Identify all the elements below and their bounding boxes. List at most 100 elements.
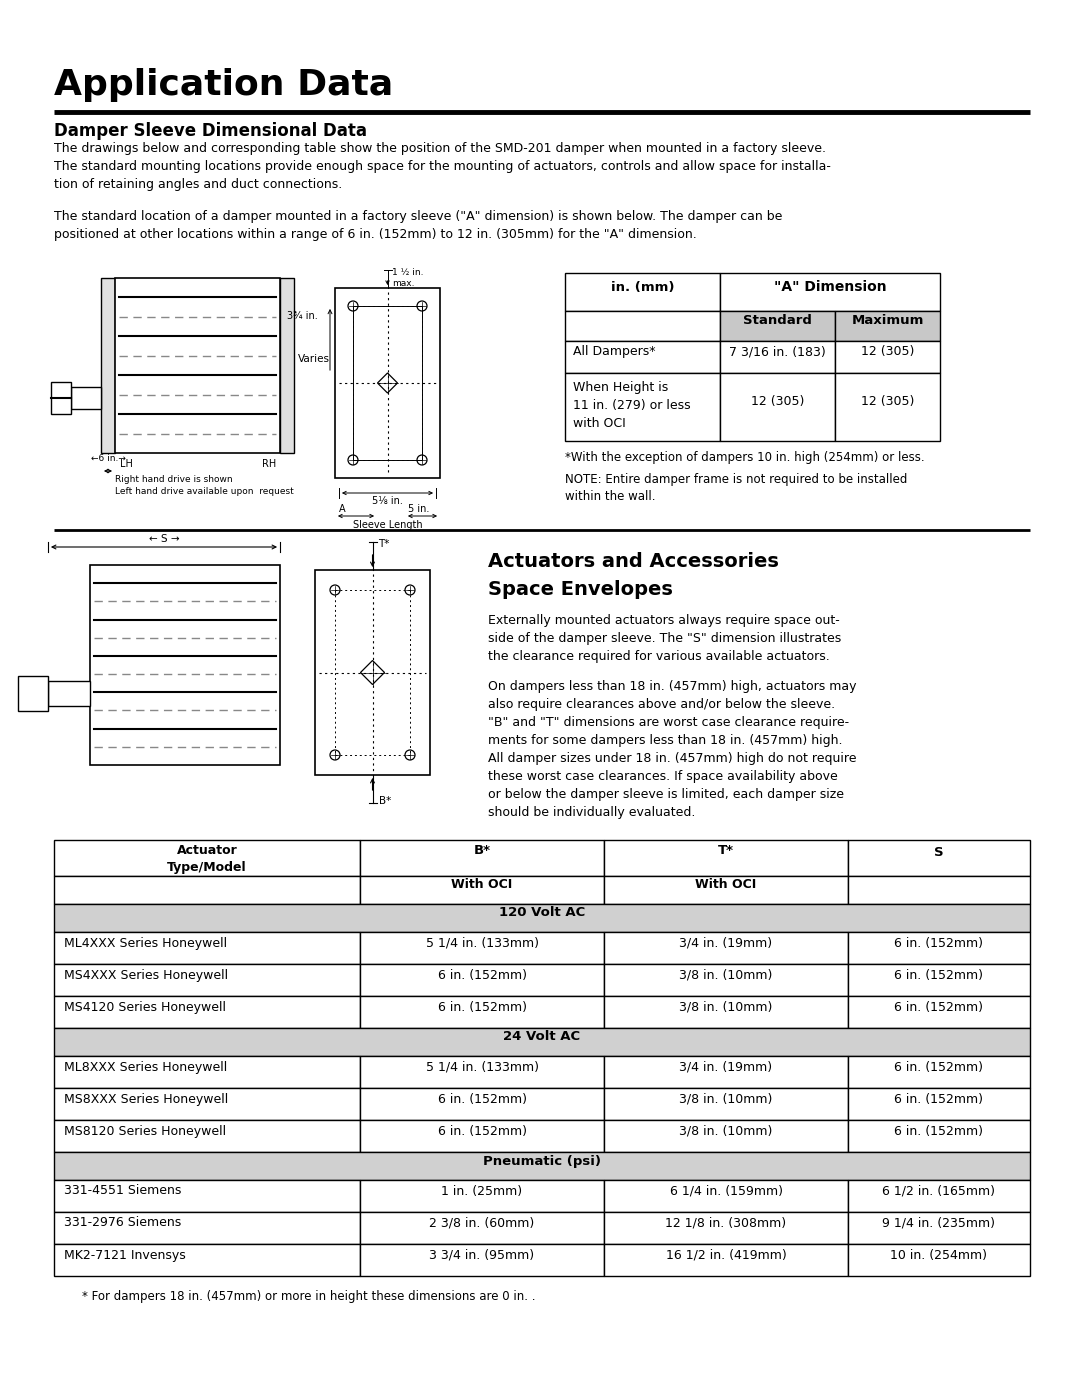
Bar [54, 904, 1030, 932]
Text: 331-4551 Siemens: 331-4551 Siemens [64, 1185, 181, 1197]
Text: Externally mounted actuators always require space out-
side of the damper sleeve: Externally mounted actuators always requ… [488, 615, 841, 664]
Text: 3/8 in. (10mm): 3/8 in. (10mm) [679, 1000, 772, 1013]
Bar [604, 1120, 848, 1153]
Text: 3/4 in. (19mm): 3/4 in. (19mm) [679, 936, 772, 950]
Bar [114, 278, 280, 453]
Text: "A" Dimension: "A" Dimension [773, 279, 887, 293]
Bar [848, 840, 1030, 876]
Bar [835, 312, 940, 341]
Text: in. (mm): in. (mm) [611, 281, 674, 293]
Text: 6 1/4 in. (159mm): 6 1/4 in. (159mm) [670, 1185, 783, 1197]
Bar [360, 1243, 604, 1275]
Bar [848, 1088, 1030, 1120]
Bar [565, 373, 720, 441]
Bar [565, 312, 720, 341]
Bar [54, 1153, 1030, 1180]
Bar [48, 680, 90, 705]
Bar [360, 1120, 604, 1153]
Bar [604, 964, 848, 996]
Text: 6 in. (152mm): 6 in. (152mm) [894, 1000, 984, 1013]
Text: 1 in. (25mm): 1 in. (25mm) [442, 1185, 523, 1197]
Bar [353, 306, 422, 460]
Bar [360, 932, 604, 964]
Text: Left hand drive available upon  request: Left hand drive available upon request [114, 488, 294, 496]
Text: ←6 in.→: ←6 in.→ [91, 454, 125, 462]
Text: 331-2976 Siemens: 331-2976 Siemens [64, 1217, 181, 1229]
Bar [360, 876, 604, 904]
Text: 3 3/4 in. (95mm): 3 3/4 in. (95mm) [430, 1249, 535, 1261]
Bar [360, 996, 604, 1028]
Text: MS8XXX Series Honeywell: MS8XXX Series Honeywell [64, 1092, 228, 1105]
Text: The standard location of a damper mounted in a factory sleeve ("A" dimension) is: The standard location of a damper mounte… [54, 210, 782, 242]
Bar [360, 1088, 604, 1120]
Text: 3/8 in. (10mm): 3/8 in. (10mm) [679, 968, 772, 982]
Text: 3/4 in. (19mm): 3/4 in. (19mm) [679, 1060, 772, 1073]
Bar [54, 1028, 1030, 1056]
Text: * For dampers 18 in. (457mm) or more in height these dimensions are 0 in. .: * For dampers 18 in. (457mm) or more in … [82, 1289, 536, 1303]
Text: On dampers less than 18 in. (457mm) high, actuators may
also require clearances : On dampers less than 18 in. (457mm) high… [488, 680, 856, 819]
Text: 5 1/4 in. (133mm): 5 1/4 in. (133mm) [426, 936, 539, 950]
Bar [835, 373, 940, 441]
Text: 3¾ in.: 3¾ in. [287, 312, 318, 321]
Bar [54, 1243, 360, 1275]
Text: ← S →: ← S → [149, 534, 179, 543]
Bar [848, 1180, 1030, 1213]
Text: 3/8 in. (10mm): 3/8 in. (10mm) [679, 1092, 772, 1105]
Bar [360, 1180, 604, 1213]
Text: MS4XXX Series Honeywell: MS4XXX Series Honeywell [64, 968, 228, 982]
Text: 9 1/4 in. (235mm): 9 1/4 in. (235mm) [882, 1217, 996, 1229]
Bar [720, 341, 835, 373]
Bar [315, 570, 430, 775]
Text: 7 3/16 in. (183): 7 3/16 in. (183) [729, 345, 826, 359]
Text: Maximum: Maximum [851, 314, 923, 327]
Text: 24 Volt AC: 24 Volt AC [503, 1031, 581, 1044]
Text: 6 in. (152mm): 6 in. (152mm) [437, 1092, 527, 1105]
Bar [848, 964, 1030, 996]
Text: Standard: Standard [743, 314, 812, 327]
Text: 6 in. (152mm): 6 in. (152mm) [894, 1125, 984, 1137]
Bar [604, 840, 848, 876]
Text: 10 in. (254mm): 10 in. (254mm) [891, 1249, 987, 1261]
Bar [848, 1120, 1030, 1153]
Text: 5 1/4 in. (133mm): 5 1/4 in. (133mm) [426, 1060, 539, 1073]
Text: *With the exception of dampers 10 in. high (254mm) or less.: *With the exception of dampers 10 in. hi… [565, 451, 924, 464]
Text: Actuators and Accessories: Actuators and Accessories [488, 552, 779, 571]
Text: 6 in. (152mm): 6 in. (152mm) [437, 1125, 527, 1137]
Bar [54, 932, 360, 964]
Text: 6 in. (152mm): 6 in. (152mm) [894, 1060, 984, 1073]
Bar [360, 964, 604, 996]
Text: 1 ½ in.
max.: 1 ½ in. max. [392, 268, 424, 288]
Bar [54, 840, 360, 876]
Bar [54, 996, 360, 1028]
Bar [604, 1180, 848, 1213]
Text: Space Envelopes: Space Envelopes [488, 580, 673, 599]
Text: 2 3/8 in. (60mm): 2 3/8 in. (60mm) [430, 1217, 535, 1229]
Text: 120 Volt AC: 120 Volt AC [499, 907, 585, 919]
Bar [54, 1088, 360, 1120]
Bar [54, 1213, 360, 1243]
Text: 12 (305): 12 (305) [861, 395, 914, 408]
Bar [848, 1213, 1030, 1243]
Bar [835, 341, 940, 373]
Text: 12 (305): 12 (305) [751, 395, 805, 408]
Text: 6 1/2 in. (165mm): 6 1/2 in. (165mm) [882, 1185, 996, 1197]
Text: 5 in.: 5 in. [408, 504, 430, 514]
Bar [848, 1056, 1030, 1088]
Text: 6 in. (152mm): 6 in. (152mm) [437, 1000, 527, 1013]
Text: NOTE: Entire damper frame is not required to be installed
within the wall.: NOTE: Entire damper frame is not require… [565, 474, 907, 503]
Text: 6 in. (152mm): 6 in. (152mm) [894, 968, 984, 982]
Text: 12 1/8 in. (308mm): 12 1/8 in. (308mm) [665, 1217, 786, 1229]
Text: Damper Sleeve Dimensional Data: Damper Sleeve Dimensional Data [54, 122, 367, 140]
Text: A: A [339, 504, 346, 514]
Bar [280, 278, 294, 453]
Bar [90, 564, 280, 766]
Text: B*: B* [378, 796, 391, 806]
Bar [720, 312, 835, 341]
Bar [565, 272, 720, 312]
Text: Pneumatic (psi): Pneumatic (psi) [483, 1154, 600, 1168]
Bar [54, 964, 360, 996]
Text: MK2-7121 Invensys: MK2-7121 Invensys [64, 1249, 186, 1261]
Text: Actuator
Type/Model: Actuator Type/Model [167, 844, 247, 875]
Text: ML8XXX Series Honeywell: ML8XXX Series Honeywell [64, 1060, 227, 1073]
Bar [848, 932, 1030, 964]
